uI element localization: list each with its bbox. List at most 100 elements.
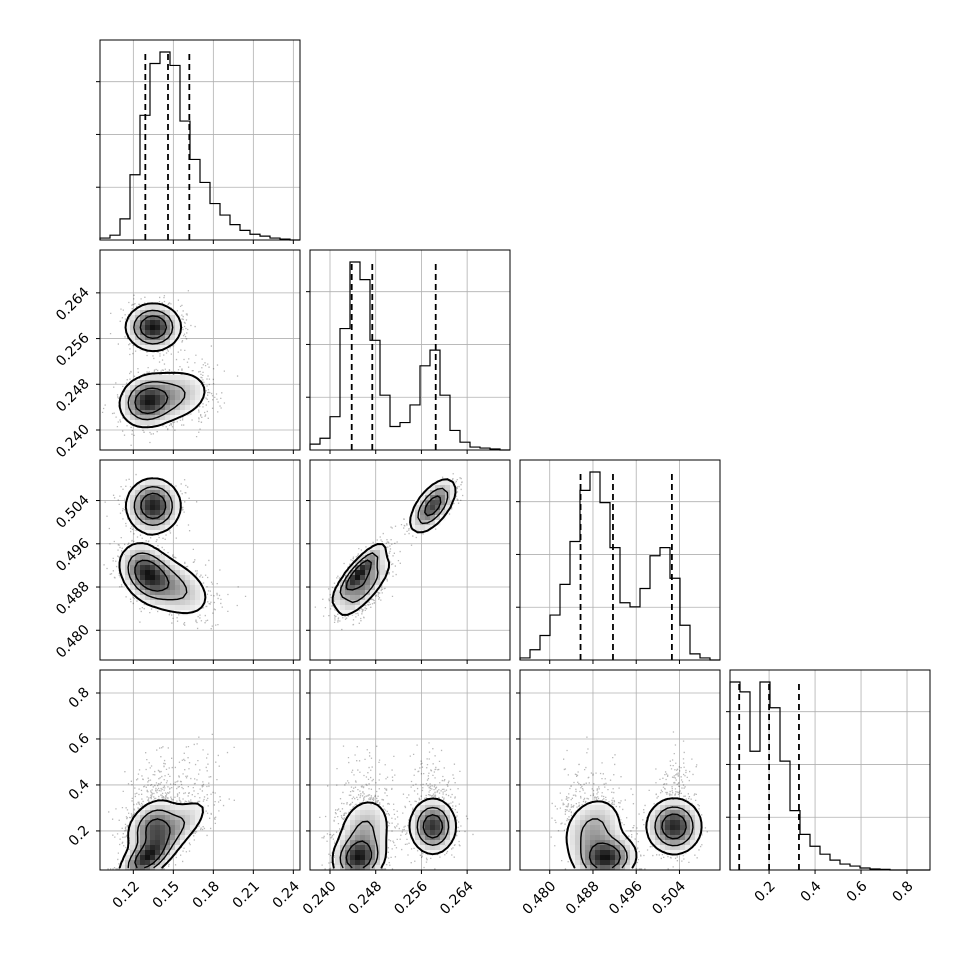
density-cell bbox=[160, 600, 166, 606]
density-cell bbox=[335, 845, 341, 851]
density-cell bbox=[575, 850, 581, 856]
density-cell bbox=[440, 845, 446, 851]
density-cell bbox=[345, 835, 351, 841]
contour-line-0 bbox=[118, 799, 204, 869]
density-cell bbox=[680, 840, 686, 846]
density-cell bbox=[175, 845, 181, 851]
density-cell bbox=[365, 865, 371, 870]
density-cell bbox=[570, 850, 576, 856]
density-cell bbox=[590, 860, 596, 866]
density-cell bbox=[145, 820, 151, 826]
density-cell bbox=[360, 845, 366, 851]
density-cell bbox=[365, 840, 371, 846]
density-cell bbox=[120, 410, 126, 416]
density-cell bbox=[120, 555, 126, 561]
density-cell bbox=[595, 855, 601, 861]
density-cell bbox=[440, 800, 446, 806]
density-cell bbox=[335, 585, 341, 591]
histogram-panel-0 bbox=[96, 39, 301, 244]
density-cell bbox=[140, 305, 146, 311]
density-cell bbox=[150, 520, 156, 526]
density-cell bbox=[175, 395, 181, 401]
density-cell bbox=[140, 520, 146, 526]
density-cell bbox=[145, 375, 151, 381]
density-cell bbox=[590, 835, 596, 841]
density-cell bbox=[170, 520, 176, 526]
density-cell bbox=[150, 500, 156, 506]
contour-line-2 bbox=[345, 495, 442, 591]
density-cell bbox=[140, 405, 146, 411]
density-cell bbox=[150, 830, 156, 836]
density-cell bbox=[590, 850, 596, 856]
density-cell bbox=[375, 840, 381, 846]
density-cell bbox=[180, 590, 186, 596]
density-cell bbox=[615, 850, 621, 856]
density-cell bbox=[140, 415, 146, 421]
density-cell bbox=[150, 310, 156, 316]
density-cell bbox=[135, 550, 141, 556]
density-cell bbox=[175, 510, 181, 516]
density-cell bbox=[655, 810, 661, 816]
density-cell bbox=[155, 825, 161, 831]
density-cell bbox=[165, 310, 171, 316]
density-cell bbox=[155, 380, 161, 386]
density-cell bbox=[365, 860, 371, 866]
density-cell bbox=[650, 825, 656, 831]
density-cell bbox=[165, 340, 171, 346]
histogram-step-line bbox=[99, 51, 300, 241]
density-cell bbox=[620, 855, 626, 861]
density-cell bbox=[135, 580, 141, 586]
density-cell bbox=[680, 830, 686, 836]
density-cell bbox=[165, 315, 171, 321]
density-cell bbox=[685, 830, 691, 836]
density-cell bbox=[690, 815, 696, 821]
density-cell bbox=[175, 410, 181, 416]
density-cell bbox=[605, 860, 611, 866]
density-cell bbox=[365, 805, 371, 811]
density-cell bbox=[135, 325, 141, 331]
density-cell bbox=[180, 410, 186, 416]
density-cell bbox=[130, 385, 136, 391]
density-cell bbox=[570, 845, 576, 851]
density-cell bbox=[130, 390, 136, 396]
density-cell bbox=[585, 810, 591, 816]
density-cell bbox=[170, 570, 176, 576]
scatter-panel-2-1 bbox=[306, 459, 511, 664]
panel-frame bbox=[729, 669, 931, 871]
density-cell bbox=[595, 840, 601, 846]
density-cell bbox=[125, 560, 131, 566]
density-cell bbox=[350, 835, 356, 841]
density-cell bbox=[145, 550, 151, 556]
density-cell bbox=[575, 815, 581, 821]
density-cell bbox=[140, 335, 146, 341]
density-cell bbox=[160, 855, 166, 861]
density-cell bbox=[380, 840, 386, 846]
density-cell bbox=[685, 835, 691, 841]
contour-line-0 bbox=[331, 797, 458, 869]
density-cell bbox=[380, 570, 386, 576]
density-cell bbox=[185, 570, 191, 576]
density-cell bbox=[130, 510, 136, 516]
density-cell bbox=[145, 580, 151, 586]
density-cell bbox=[445, 485, 451, 491]
density-cell bbox=[605, 840, 611, 846]
density-cell bbox=[380, 845, 386, 851]
density-cell bbox=[605, 845, 611, 851]
density-cell bbox=[180, 805, 186, 811]
density-cell bbox=[145, 480, 151, 486]
density-cell bbox=[180, 405, 186, 411]
density-cell bbox=[185, 585, 191, 591]
density-cell bbox=[370, 545, 376, 551]
density-cell bbox=[170, 805, 176, 811]
y-tick-label: 0.240 bbox=[53, 422, 93, 462]
density-cell bbox=[445, 825, 451, 831]
density-cell bbox=[165, 330, 171, 336]
density-cell bbox=[185, 810, 191, 816]
density-cell bbox=[130, 500, 136, 506]
density-cell bbox=[145, 395, 151, 401]
y-tick-label: 0.264 bbox=[53, 284, 93, 324]
density-cell bbox=[585, 850, 591, 856]
density-cell bbox=[345, 610, 351, 616]
density-cell bbox=[580, 830, 586, 836]
density-cell bbox=[130, 860, 136, 866]
